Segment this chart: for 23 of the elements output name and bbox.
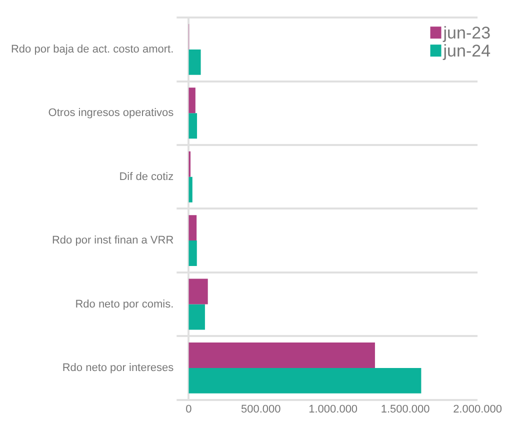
bar <box>188 176 192 202</box>
y-tick-label: Otros ingresos operativos <box>48 107 174 120</box>
y-tick-label: Rdo neto por intereses <box>62 362 174 374</box>
legend-label: jun-23 <box>442 23 491 42</box>
bar <box>188 278 208 304</box>
y-tick-label: Rdo por inst finan a VRR <box>52 234 174 247</box>
x-tick-label: 2.000.000 <box>453 403 502 416</box>
y-tick-label: Rdo neto por comis. <box>75 298 174 310</box>
x-tick-label: 500.000 <box>240 403 281 416</box>
bar <box>188 240 197 266</box>
bar <box>188 49 201 75</box>
bar <box>188 88 196 114</box>
bar <box>188 368 422 394</box>
y-tick-label: Dif de cotiz <box>119 170 174 183</box>
y-tick-label: Rdo por baja de act. costo amort. <box>10 43 174 56</box>
bar <box>188 304 205 330</box>
x-tick-label: 1.500.000 <box>380 403 430 416</box>
bar <box>188 113 198 139</box>
legend-label: jun-24 <box>442 41 491 60</box>
bar <box>188 215 197 241</box>
bar <box>188 342 375 368</box>
x-tick-label: 0 <box>186 403 192 416</box>
x-tick-label: 1.000.000 <box>308 403 358 416</box>
